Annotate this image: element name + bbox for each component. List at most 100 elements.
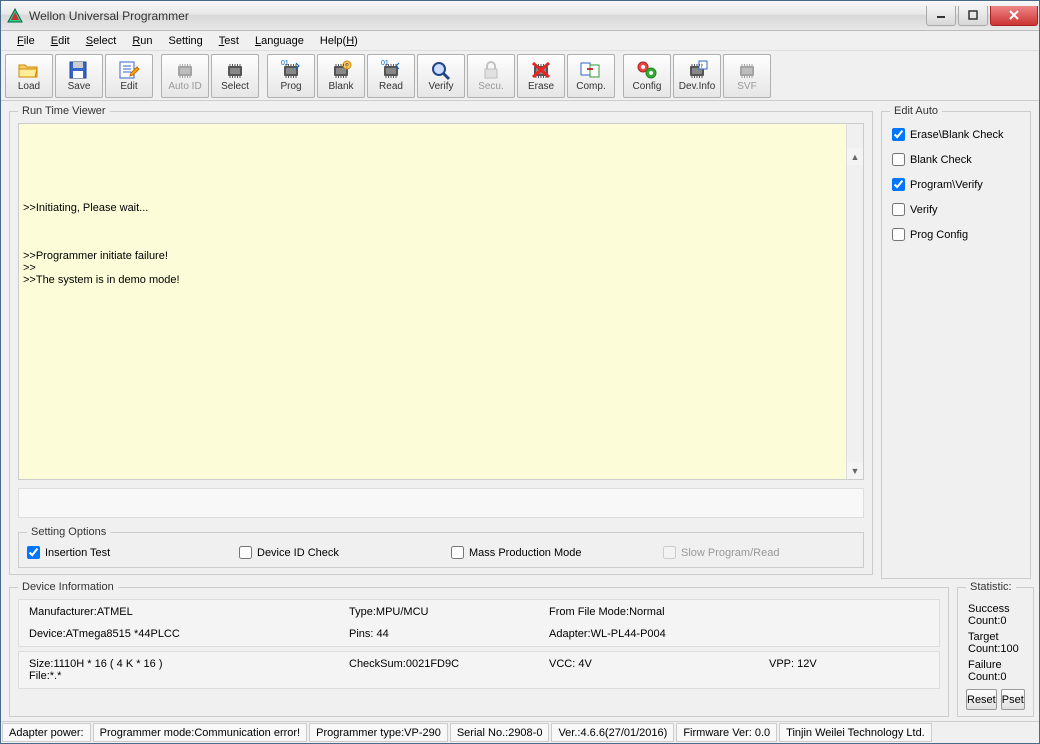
setting-mass-production-mode[interactable]: Mass Production Mode: [451, 546, 643, 559]
toolbar-blank-button[interactable]: ?Blank: [317, 54, 365, 98]
minimize-button[interactable]: [926, 6, 956, 26]
toolbar-save-button[interactable]: Save: [55, 54, 103, 98]
status-cell-4: Ver.:4.6.6(27/01/2016): [551, 723, 674, 742]
dev-vpp: VPP: 12V: [769, 658, 929, 682]
setting-options-legend: Setting Options: [27, 526, 110, 538]
stat-failure: Failure Count:0: [968, 659, 1023, 683]
chip-icon: [223, 59, 247, 81]
menubar: File Edit Select Run Setting Test Langua…: [1, 31, 1039, 51]
toolbar-read-button[interactable]: 01Read: [367, 54, 415, 98]
checkbox[interactable]: [892, 128, 905, 141]
device-info-legend: Device Information: [18, 581, 118, 593]
chip01r-icon: 01: [379, 59, 403, 81]
toolbar-edit-button[interactable]: Edit: [105, 54, 153, 98]
main-area: Run Time Viewer >>Initiating, Please wai…: [1, 101, 1039, 581]
erase-icon: [529, 59, 553, 81]
setting-device-id-check[interactable]: Device ID Check: [239, 546, 431, 559]
left-column: Run Time Viewer >>Initiating, Please wai…: [9, 105, 873, 579]
pset-button[interactable]: Pset: [1001, 689, 1025, 710]
gears-icon: [635, 59, 659, 81]
checkbox[interactable]: [892, 153, 905, 166]
window-controls: [925, 6, 1039, 26]
device-info-group: Device Information Manufacturer:ATMEL Ty…: [9, 581, 949, 717]
editauto-prog-config[interactable]: Prog Config: [892, 228, 1022, 241]
toolbar-load-button[interactable]: Load: [5, 54, 53, 98]
menu-file[interactable]: File: [9, 33, 43, 49]
dev-pins: Pins: 44: [349, 628, 549, 640]
editauto-verify[interactable]: Verify: [892, 203, 1022, 216]
toolbar-erase-button[interactable]: Erase: [517, 54, 565, 98]
svf-icon: [735, 59, 759, 81]
checkbox[interactable]: [239, 546, 252, 559]
reset-button[interactable]: Reset: [966, 689, 997, 710]
device-panel-2: Size:1110H * 16 ( 4 K * 16 ) File:*.* Ch…: [18, 651, 940, 689]
lock-icon: [479, 59, 503, 81]
statistic-group: Statistic: Success Count:0 Target Count:…: [957, 581, 1034, 717]
menu-select[interactable]: Select: [78, 33, 125, 49]
checkbox[interactable]: [892, 203, 905, 216]
chip-icon: [173, 59, 197, 81]
toolbar-devinfo-button[interactable]: iDev.Info: [673, 54, 721, 98]
device-panel-1: Manufacturer:ATMEL Type:MPU/MCU From Fil…: [18, 599, 940, 647]
toolbar-comp-button[interactable]: Comp.: [567, 54, 615, 98]
statistic-legend: Statistic:: [966, 581, 1016, 593]
toolbar-select-button[interactable]: Select: [211, 54, 259, 98]
titlebar[interactable]: Wellon Universal Programmer: [1, 1, 1039, 31]
edit-icon: [117, 59, 141, 81]
menu-edit[interactable]: Edit: [43, 33, 78, 49]
app-window: Wellon Universal Programmer File Edit Se…: [0, 0, 1040, 744]
toolbar-config-button[interactable]: Config: [623, 54, 671, 98]
disk-icon: [67, 59, 91, 81]
checkbox[interactable]: [892, 178, 905, 191]
toolbar-prog-button[interactable]: 01Prog: [267, 54, 315, 98]
menu-run[interactable]: Run: [124, 33, 160, 49]
setting-slow-program-read: Slow Program/Read: [663, 546, 855, 559]
setting-options-group: Setting Options Insertion Test Device ID…: [18, 526, 864, 568]
window-title: Wellon Universal Programmer: [29, 9, 925, 23]
checkbox: [663, 546, 676, 559]
runtime-viewer-group: Run Time Viewer >>Initiating, Please wai…: [9, 105, 873, 575]
runtime-text-area[interactable]: >>Initiating, Please wait... >>Programme…: [18, 123, 864, 480]
scroll-up-icon[interactable]: ▲: [847, 148, 863, 165]
toolbar-autoid-button: Auto ID: [161, 54, 209, 98]
menu-help[interactable]: Help(H): [312, 33, 366, 49]
app-icon: [7, 8, 23, 24]
dev-vcc: VCC: 4V: [549, 658, 769, 682]
editauto-erase-blank-check[interactable]: Erase\Blank Check: [892, 128, 1022, 141]
svg-text:01: 01: [381, 60, 389, 67]
folder-icon: [17, 59, 41, 81]
toolbar-secu-button: Secu.: [467, 54, 515, 98]
scroll-down-icon[interactable]: ▼: [847, 462, 863, 479]
lens-icon: [429, 59, 453, 81]
dev-type: Type:MPU/MCU: [349, 606, 549, 618]
checkbox[interactable]: [451, 546, 464, 559]
toolbar-svf-button: SVF: [723, 54, 771, 98]
dev-manufacturer: Manufacturer:ATMEL: [29, 606, 349, 618]
runtime-footer-row: [18, 488, 864, 518]
runtime-legend: Run Time Viewer: [18, 105, 110, 117]
dev-size-file: Size:1110H * 16 ( 4 K * 16 ) File:*.*: [29, 658, 349, 682]
toolbar: LoadSaveEditAuto IDSelect01Prog?Blank01R…: [1, 51, 1039, 101]
chip01-icon: 01: [279, 59, 303, 81]
dev-checksum: CheckSum:0021FD9C: [349, 658, 549, 682]
close-button[interactable]: [990, 6, 1038, 26]
runtime-content: >>Initiating, Please wait... >>Programme…: [23, 152, 859, 286]
menu-test[interactable]: Test: [211, 33, 247, 49]
setting-insertion-test[interactable]: Insertion Test: [27, 546, 219, 559]
edit-auto-legend: Edit Auto: [890, 105, 942, 117]
comp-icon: [579, 59, 603, 81]
menu-language[interactable]: Language: [247, 33, 312, 49]
stat-success: Success Count:0: [968, 603, 1023, 627]
editauto-program-verify[interactable]: Program\Verify: [892, 178, 1022, 191]
scrollbar-vertical[interactable]: ▲ ▼: [846, 124, 863, 479]
editauto-blank-check[interactable]: Blank Check: [892, 153, 1022, 166]
status-cell-2: Programmer type:VP-290: [309, 723, 448, 742]
device-info-row: Device Information Manufacturer:ATMEL Ty…: [1, 581, 1039, 721]
checkbox[interactable]: [27, 546, 40, 559]
checkbox[interactable]: [892, 228, 905, 241]
devinfo-icon: i: [685, 59, 709, 81]
maximize-button[interactable]: [958, 6, 988, 26]
menu-setting[interactable]: Setting: [161, 33, 211, 49]
toolbar-verify-button[interactable]: Verify: [417, 54, 465, 98]
edit-auto-group: Edit Auto Erase\Blank Check Blank Check …: [881, 105, 1031, 579]
